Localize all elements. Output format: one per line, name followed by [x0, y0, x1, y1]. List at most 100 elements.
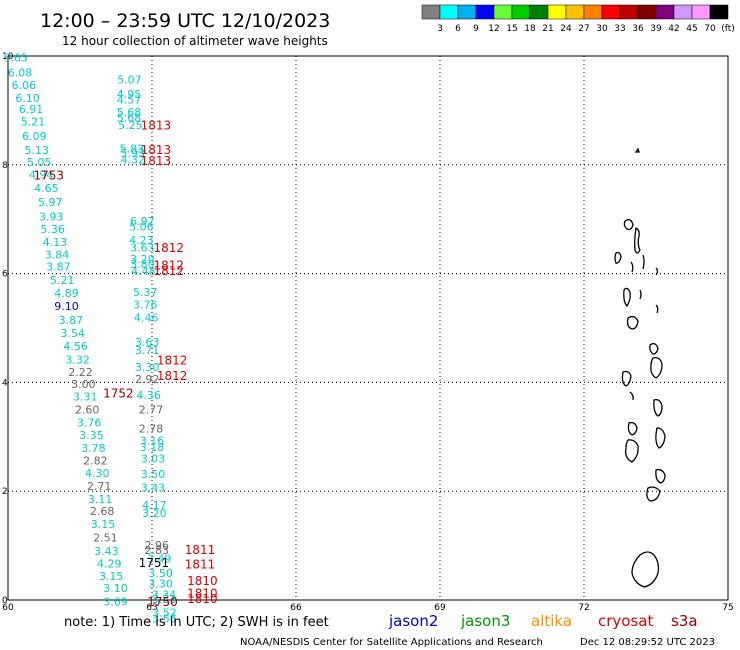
wave-height-label: 4.94 [29, 169, 54, 182]
wave-height-label: 3.20 [142, 507, 167, 520]
wave-height-label: 3.87 [46, 261, 71, 274]
wave-height-label: 3.23 [152, 593, 177, 606]
colorbar-swatch [439, 4, 459, 20]
wave-height-label: 5.83 [120, 142, 145, 155]
x-tick-label: 63 [146, 603, 157, 613]
chart-subtitle: 12 hour collection of altimeter wave hei… [62, 34, 328, 48]
satellite-legend: jason2 jason3 altika cryosat s3a [388, 612, 698, 630]
wave-height-label: 3.52 [152, 607, 177, 620]
wave-height-label: 5.93 [121, 147, 146, 160]
wave-height-label: 2.96 [145, 539, 170, 552]
pass-time-label: 1811 [185, 543, 216, 557]
wave-height-label: 4.36 [136, 389, 161, 402]
colorbar-label: 18 [524, 24, 536, 34]
plot-area: 60 63 66 69 72 75 0 2 4 6 8 10 5.65 6 [2, 52, 734, 626]
wave-height-label: 3.31 [73, 391, 98, 404]
wave-height-label: 2.82 [83, 455, 108, 468]
wave-height-label: 4.95 [117, 88, 142, 101]
wave-height-label: 3.10 [103, 582, 128, 595]
pass-time-label: 1812 [157, 354, 188, 368]
axis-ticks: 60 63 66 69 72 75 0 2 4 6 8 10 [2, 52, 734, 613]
x-tick-label: 75 [722, 603, 733, 613]
pass-time-label: 1810 [187, 574, 218, 588]
wave-height-label: 2.92 [135, 373, 160, 386]
colorbar-swatch [583, 4, 603, 20]
pass-time-label: 1812 [154, 264, 185, 278]
colorbar-label: 42 [668, 24, 679, 34]
colorbar-label: 45 [686, 24, 697, 34]
x-tick-label: 60 [2, 603, 14, 613]
wave-height-label: 2.83 [145, 544, 170, 557]
wave-height-label: 3.76 [133, 299, 158, 312]
x-tick-label: 69 [434, 603, 446, 613]
y-tick-label: 0 [2, 596, 8, 606]
wave-height-label: 5.68 [117, 111, 142, 124]
colorbar-label: 21 [542, 24, 553, 34]
colorbar-swatch [691, 4, 711, 20]
wave-height-label: 6.91 [19, 103, 44, 116]
colorbar-label: 27 [578, 24, 589, 34]
pass-time-label: 1810 [187, 592, 218, 606]
wave-height-label: 4.32 [121, 153, 146, 166]
pass-time-label: 1751 [139, 556, 170, 570]
wave-height-label: 3.15 [99, 570, 124, 583]
wave-height-label: 3.32 [65, 354, 90, 367]
y-tick-label: 2 [2, 487, 8, 497]
pass-time-label: 1810 [187, 586, 218, 600]
colorbar-label: (ft) [721, 24, 735, 34]
x-tick-label: 66 [290, 603, 302, 613]
wave-height-label: 3.15 [91, 518, 116, 531]
wave-height-label: 2.71 [87, 480, 112, 493]
colorbar-legend: 3 6 9 12 15 18 21 24 27 30 33 36 39 42 45 70 (ft) [421, 4, 735, 34]
wave-height-label: 5.36 [40, 223, 65, 236]
wave-height-label: 3.80 [130, 258, 155, 271]
wave-height-label: 3.20 [130, 253, 155, 266]
wave-height-label: 4.13 [43, 236, 68, 249]
wave-height-label: 3.78 [81, 442, 106, 455]
wave-height-label: 5.21 [21, 115, 46, 128]
satellite-legend-entry: cryosat [598, 612, 653, 630]
wave-height-label: 2.22 [68, 366, 93, 379]
colorbar-swatch [547, 4, 567, 20]
satellite-legend-entry: jason2 [388, 612, 438, 630]
footer-credit: NOAA/NESDIS Center for Satellite Applica… [240, 637, 543, 648]
wave-height-label: 2.78 [139, 423, 164, 436]
chart-title: 12:00 – 23:59 UTC 12/10/2023 [40, 10, 330, 32]
wave-height-label: 9.10 [54, 300, 79, 313]
wave-height-label: 3.43 [141, 481, 166, 494]
colorbar-label: 9 [473, 24, 479, 34]
pass-time-label: 1812 [157, 369, 188, 383]
wave-height-label: 4.65 [34, 182, 59, 195]
coastline-map [614, 147, 666, 588]
wave-height-label: 3.54 [61, 327, 86, 340]
wave-height-label: 2.68 [90, 505, 115, 518]
wave-height-label: 4.48 [131, 265, 156, 278]
wave-height-label: 3.63 [135, 336, 160, 349]
footer-note: note: 1) Time is in UTC; 2) SWH is in fe… [64, 615, 329, 630]
wave-height-label: 5.68 [117, 106, 142, 119]
wave-height-label: 4.46 [134, 312, 159, 325]
wave-height-label: 4.23 [129, 234, 154, 247]
colorbar-swatch [421, 4, 441, 20]
wave-height-label: 2.60 [75, 404, 100, 417]
colorbar-swatch [529, 4, 549, 20]
y-tick-label: 4 [2, 378, 8, 388]
pass-time-label: 1813 [141, 154, 172, 168]
y-tick-label: 10 [2, 52, 14, 62]
colorbar-swatch [493, 4, 513, 20]
y-tick-label: 8 [2, 161, 8, 171]
pass-time-label: 1812 [154, 258, 185, 272]
wave-height-label: 5.06 [129, 220, 154, 233]
wave-height-label: 3.18 [140, 441, 165, 454]
wave-height-label: 4.30 [85, 467, 110, 480]
wave-height-label: 3.71 [135, 344, 160, 357]
gridlines [8, 56, 728, 600]
colorbar-swatch [673, 4, 693, 20]
wave-height-label: 2.51 [93, 531, 118, 544]
wave-height-label: 3.00 [71, 378, 96, 391]
colorbar-swatch [457, 4, 477, 20]
wave-height-label: 3.30 [148, 578, 173, 591]
colorbar-swatch [565, 4, 585, 20]
wave-height-label: 2.77 [139, 404, 164, 417]
